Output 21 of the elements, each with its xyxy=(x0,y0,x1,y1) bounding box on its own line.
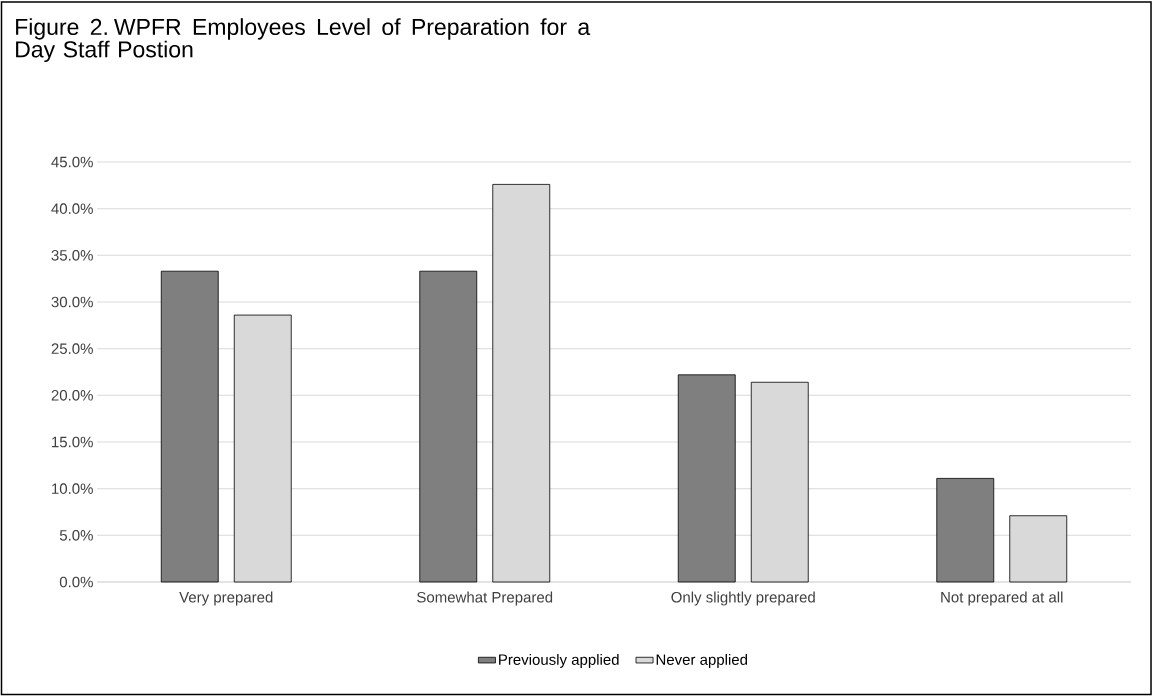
x-tick-label: Not prepared at all xyxy=(941,591,1063,606)
x-tick-label: Somewhat Prepared xyxy=(417,591,553,606)
legend-label: Previously applied xyxy=(499,653,619,668)
bar xyxy=(936,478,995,583)
x-tick-label: Very prepared xyxy=(179,591,273,606)
y-tick-label: 25.0% xyxy=(51,343,93,354)
legend-label: Never applied xyxy=(656,653,748,668)
chart-title: Figure 2. WPFR Employees Level of Preparation for a Day Staff Postion xyxy=(16,18,591,63)
y-tick-label: 0.0% xyxy=(59,576,93,588)
bar xyxy=(677,374,736,583)
y-tick-label: 40.0% xyxy=(51,203,93,214)
bar xyxy=(160,270,219,583)
y-tick-label: 5.0% xyxy=(59,530,93,541)
bar xyxy=(419,270,478,583)
y-tick-label: 15.0% xyxy=(52,436,93,448)
x-tick-label: Only slightly prepared xyxy=(671,591,815,606)
y-tick-label: 10.0% xyxy=(52,483,93,494)
y-tick-label: 45.0% xyxy=(51,156,93,168)
y-tick-label: 30.0% xyxy=(51,296,93,308)
y-tick-label: 20.0% xyxy=(51,390,93,401)
y-tick-label: 35.0% xyxy=(51,250,93,261)
